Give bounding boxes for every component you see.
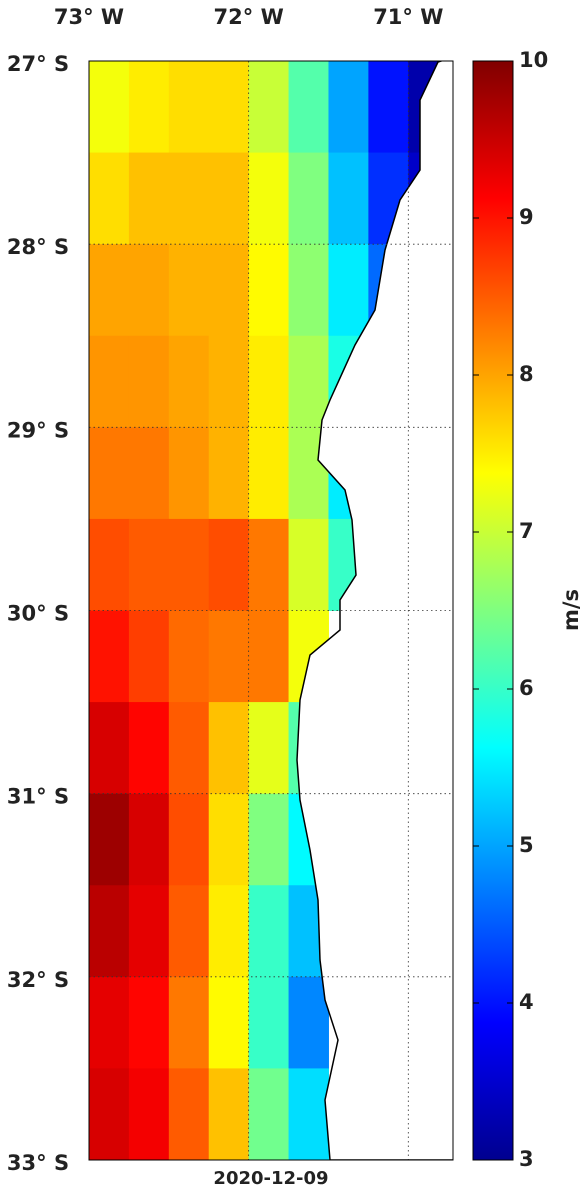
speed-cell xyxy=(368,61,409,154)
speed-cell xyxy=(168,793,210,886)
lat-tick-label: 32° S xyxy=(7,968,69,992)
speed-cell xyxy=(128,518,170,611)
speed-cell xyxy=(208,610,250,703)
speed-cell xyxy=(168,152,210,245)
lat-tick-label: 33° S xyxy=(7,1151,69,1175)
speed-cell xyxy=(248,518,290,611)
speed-cell xyxy=(248,976,290,1069)
colorbar-label: m/s xyxy=(559,589,583,631)
speed-cell xyxy=(248,885,290,978)
colorbar-tick-label: 9 xyxy=(519,205,534,229)
speed-cell xyxy=(248,152,290,245)
speed-cell xyxy=(128,702,170,795)
map-frame xyxy=(88,60,454,1161)
colorbar-tick-label: 8 xyxy=(519,362,534,386)
speed-cell xyxy=(128,976,170,1069)
speed-cell xyxy=(168,885,210,978)
speed-cell xyxy=(168,427,210,520)
colorbar-tick-label: 5 xyxy=(519,833,534,857)
speed-cell xyxy=(89,610,130,703)
speed-cell xyxy=(128,427,170,520)
speed-cell xyxy=(89,885,130,978)
speed-cell xyxy=(248,793,290,886)
speed-cell xyxy=(208,335,250,428)
lon-tick-label: 71° W xyxy=(373,5,443,29)
speed-cell xyxy=(248,335,290,428)
speed-cell xyxy=(168,702,210,795)
speed-cell xyxy=(128,244,170,337)
speed-cell xyxy=(288,335,329,428)
lon-tick-label: 73° W xyxy=(54,5,124,29)
speed-cell xyxy=(288,1068,329,1160)
speed-cell xyxy=(168,335,210,428)
speed-cell xyxy=(328,244,369,337)
speed-cell xyxy=(248,610,290,703)
graticule xyxy=(89,61,453,1160)
speed-cell xyxy=(89,152,130,245)
speed-cell xyxy=(288,976,329,1069)
speed-cell xyxy=(128,61,170,154)
speed-cell xyxy=(128,793,170,886)
speed-cell xyxy=(208,976,250,1069)
speed-cell xyxy=(168,1068,210,1160)
speed-cell xyxy=(208,427,250,520)
speed-cell xyxy=(89,61,130,154)
speed-cell xyxy=(89,335,130,428)
land xyxy=(296,61,453,1160)
colorbar-tick-label: 3 xyxy=(519,1147,534,1171)
speed-cell xyxy=(89,976,130,1069)
speed-cell xyxy=(208,885,250,978)
speed-cell xyxy=(248,244,290,337)
speed-cell xyxy=(248,702,290,795)
speed-cell xyxy=(208,702,250,795)
colorbar-tick-label: 6 xyxy=(519,676,534,700)
speed-cell xyxy=(248,1068,290,1160)
speed-cell xyxy=(168,976,210,1069)
speed-cell xyxy=(208,61,250,154)
speed-cell xyxy=(128,885,170,978)
speed-cell xyxy=(168,61,210,154)
colorbar-tick-label: 10 xyxy=(519,48,548,72)
speed-cell xyxy=(89,244,130,337)
speed-cell xyxy=(208,793,250,886)
speed-cell xyxy=(168,610,210,703)
speed-cell xyxy=(89,793,130,886)
speed-cell xyxy=(208,518,250,611)
speed-cell xyxy=(89,427,130,520)
speed-cell xyxy=(288,244,329,337)
speed-cell xyxy=(168,518,210,611)
speed-cell xyxy=(89,702,130,795)
speed-cell xyxy=(89,1068,130,1160)
lat-tick-label: 27° S xyxy=(7,52,69,76)
speed-cell xyxy=(288,61,329,154)
speed-cell xyxy=(248,61,290,154)
speed-cell xyxy=(128,1068,170,1160)
colorbar-tick-label: 7 xyxy=(519,519,534,543)
lon-tick-label: 72° W xyxy=(214,5,284,29)
speed-cell xyxy=(128,335,170,428)
colorbar-tick-label: 4 xyxy=(519,990,534,1014)
lat-tick-label: 31° S xyxy=(7,785,69,809)
speed-cell xyxy=(248,427,290,520)
speed-cell xyxy=(168,244,210,337)
lat-tick-label: 30° S xyxy=(7,602,69,626)
speed-cell xyxy=(208,152,250,245)
speed-cell xyxy=(128,152,170,245)
speed-cell xyxy=(288,152,329,245)
date: 2020-12-09 xyxy=(213,1168,328,1188)
speed-cell xyxy=(288,518,329,611)
colorbar xyxy=(472,60,514,1161)
speed-cell xyxy=(208,244,250,337)
lat-tick-label: 28° S xyxy=(7,235,69,259)
speed-cell xyxy=(208,1068,250,1160)
speed-cell xyxy=(328,61,369,154)
lat-tick-label: 29° S xyxy=(7,418,69,442)
speed-cell xyxy=(328,152,369,245)
speed-cell xyxy=(128,610,170,703)
speed-cell xyxy=(89,518,130,611)
